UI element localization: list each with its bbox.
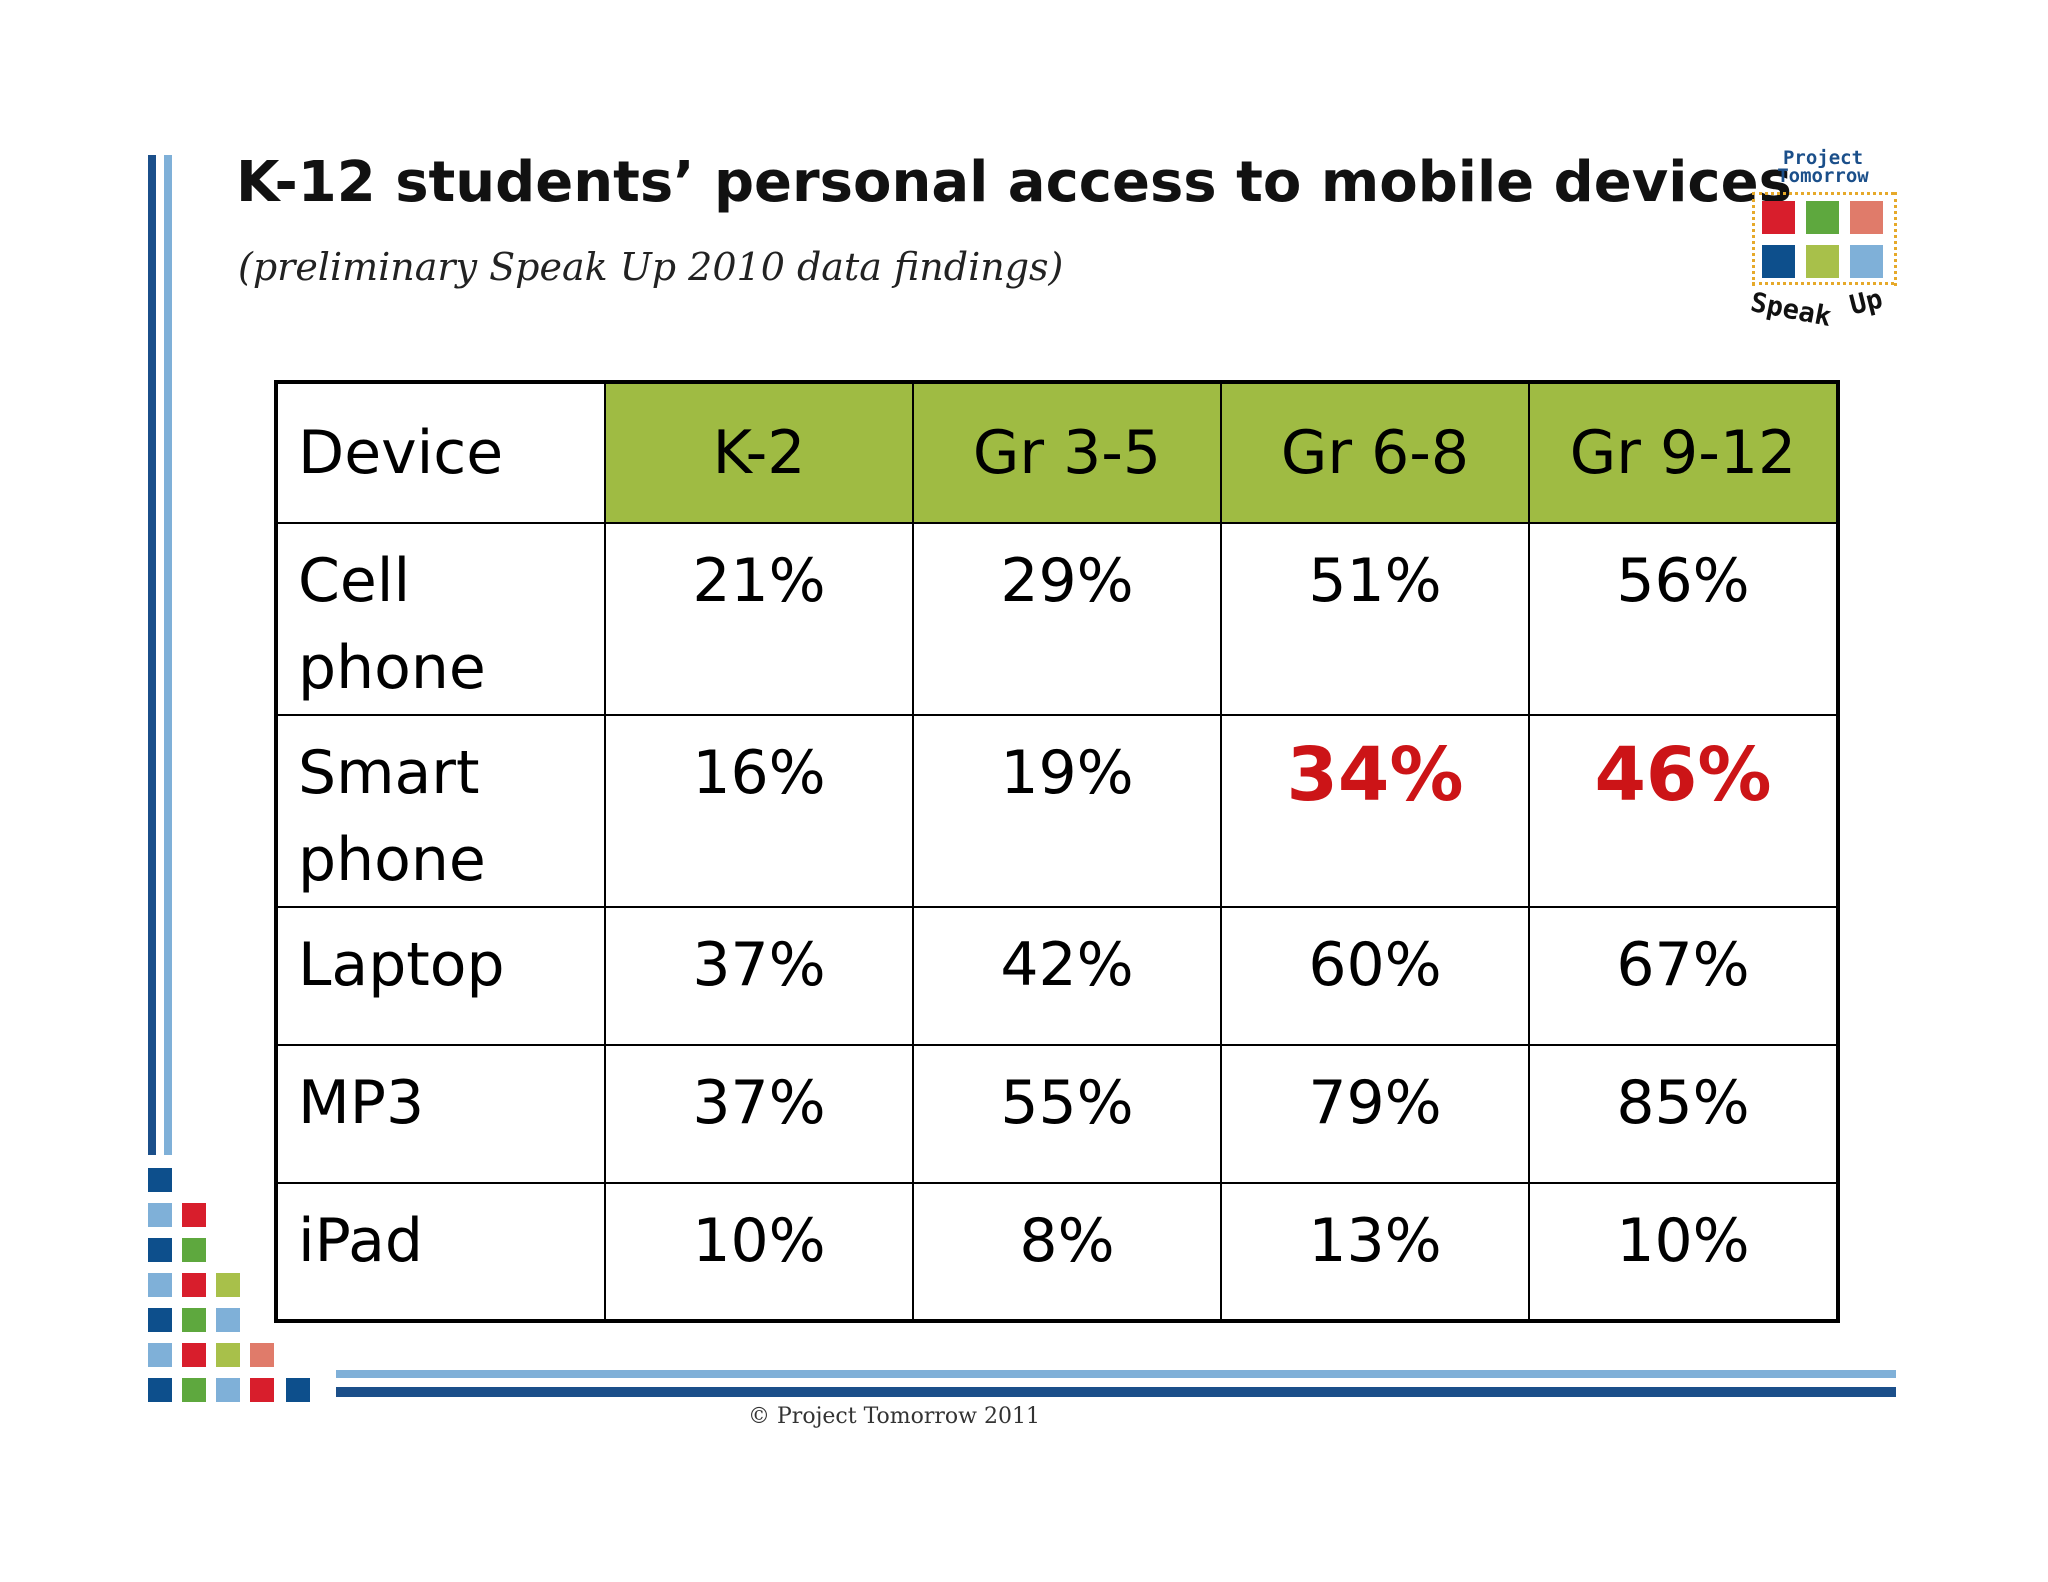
table-cell: 85%	[1528, 1044, 1839, 1184]
table-row: iPad 10% 8% 13% 10%	[275, 1182, 1839, 1322]
table-header-row: Device K-2 Gr 3-5 Gr 6-8 Gr 9-12	[275, 381, 1839, 524]
left-vertical-bar-dark	[148, 155, 156, 1155]
row-label-smart-phone: Smart phone	[275, 714, 606, 908]
table-row: MP3 37% 55% 79% 85%	[275, 1044, 1839, 1184]
table-cell-highlighted: 46%	[1528, 714, 1839, 908]
table-row: Laptop 37% 42% 60% 67%	[275, 906, 1839, 1046]
table-cell: 19%	[912, 714, 1222, 908]
table-cell: 37%	[604, 1044, 914, 1184]
column-header-gr-9-12: Gr 9-12	[1528, 381, 1839, 524]
table-cell-highlighted: 34%	[1220, 714, 1530, 908]
row-label-laptop: Laptop	[275, 906, 606, 1046]
bottom-line-dark	[336, 1387, 1896, 1397]
table-cell: 79%	[1220, 1044, 1530, 1184]
row-label-mp3: MP3	[275, 1044, 606, 1184]
bottom-line-light	[336, 1370, 1896, 1378]
table-row: Smart phone 16% 19% 34% 46%	[275, 714, 1839, 908]
page-title: K-12 students’ personal access to mobile…	[236, 150, 1792, 215]
table-cell: 21%	[604, 522, 914, 716]
table-cell: 13%	[1220, 1182, 1530, 1322]
column-header-gr-6-8: Gr 6-8	[1220, 381, 1530, 524]
column-header-device: Device	[275, 381, 606, 524]
copyright-footer: © Project Tomorrow 2011	[748, 1404, 1040, 1429]
logo-line-2: Tomorrow	[1777, 165, 1869, 187]
table-cell: 42%	[912, 906, 1222, 1046]
row-label-ipad: iPad	[275, 1182, 606, 1322]
table-cell: 60%	[1220, 906, 1530, 1046]
table-cell: 10%	[604, 1182, 914, 1322]
table-cell: 56%	[1528, 522, 1839, 716]
page-subtitle: (preliminary Speak Up 2010 data findings…	[238, 245, 1064, 289]
logo-line-1: Project	[1782, 147, 1864, 169]
table-cell: 67%	[1528, 906, 1839, 1046]
table-cell: 10%	[1528, 1182, 1839, 1322]
table-cell: 29%	[912, 522, 1222, 716]
logo-word-2: Up	[1846, 283, 1886, 322]
project-tomorrow-logo: Project Tomorrow Speak Up	[1748, 145, 1898, 335]
column-header-gr-3-5: Gr 3-5	[912, 381, 1222, 524]
table-cell: 8%	[912, 1182, 1222, 1322]
left-vertical-bar-light	[164, 155, 172, 1155]
column-header-k-2: K-2	[604, 381, 914, 524]
row-label-cell-phone: Cell phone	[275, 522, 606, 716]
table-row: Cell phone 21% 29% 51% 56%	[275, 522, 1839, 716]
table-cell: 55%	[912, 1044, 1222, 1184]
logo-word-1: Speak	[1748, 287, 1834, 333]
device-access-table: Device K-2 Gr 3-5 Gr 6-8 Gr 9-12 Cell ph…	[274, 380, 1840, 1323]
table-cell: 37%	[604, 906, 914, 1046]
table-cell: 51%	[1220, 522, 1530, 716]
table-cell: 16%	[604, 714, 914, 908]
